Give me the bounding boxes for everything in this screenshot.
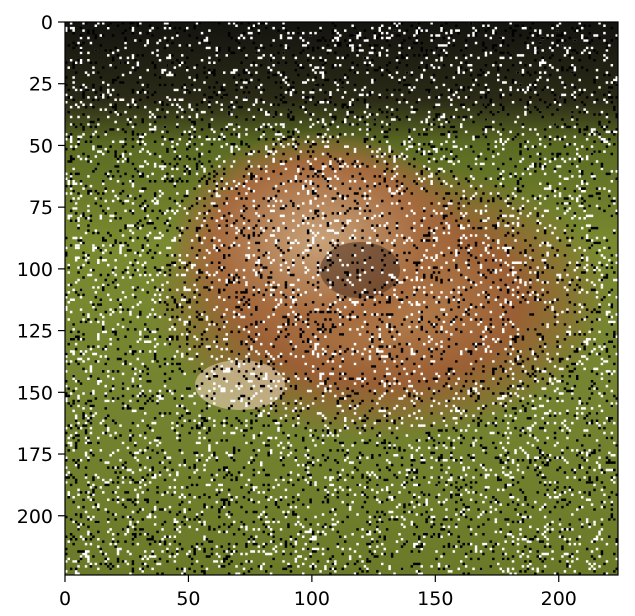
y-tick-label: 75: [29, 197, 53, 219]
y-tick-label: 50: [29, 135, 53, 157]
y-tick-label: 150: [17, 382, 53, 404]
x-axis: 0 50 100 150 200: [59, 575, 577, 610]
y-tick-label: 100: [17, 259, 53, 281]
dog-snout: [320, 242, 400, 298]
dog-paw: [195, 360, 285, 410]
y-tick-label: 200: [17, 506, 53, 528]
y-tick-label: 25: [29, 74, 53, 96]
y-axis: 0 25 50 75 100 125 150 175 200: [17, 12, 65, 528]
x-tick-label: 200: [541, 588, 577, 610]
x-tick-label: 50: [176, 588, 200, 610]
y-tick-label: 125: [17, 321, 53, 343]
x-tick-label: 150: [417, 588, 453, 610]
plot-frame: [64, 21, 619, 576]
y-tick-label: 175: [17, 444, 53, 466]
noisy-dog-image: [65, 22, 618, 575]
y-tick-label: 0: [41, 12, 53, 34]
x-tick-label: 100: [294, 588, 330, 610]
x-tick-label: 0: [59, 588, 71, 610]
